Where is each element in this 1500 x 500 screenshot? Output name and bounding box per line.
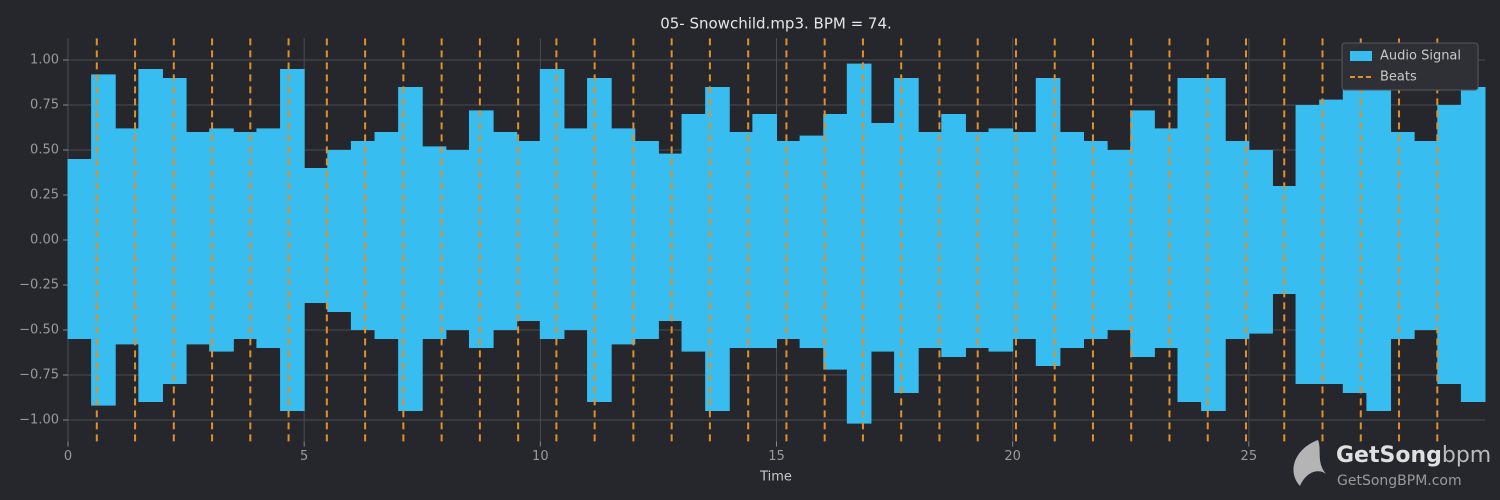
- watermark-brand: GetSongbpm: [1336, 443, 1491, 468]
- waveform-bar: [445, 150, 470, 330]
- y-tick-label: 0.50: [30, 143, 59, 158]
- legend: Audio Signal Beats: [1341, 42, 1479, 91]
- waveform-bar: [1035, 78, 1061, 366]
- waveform-bar: [280, 69, 305, 411]
- waveform-bar: [1295, 105, 1321, 384]
- waveform-bar: [1342, 87, 1368, 393]
- watermark-brand-text: GetSong: [1336, 443, 1442, 468]
- waveform-bar: [1177, 78, 1203, 402]
- y-tick-label: −0.75: [19, 368, 59, 383]
- waveform-bar: [681, 114, 707, 352]
- x-tick-label: 25: [1241, 449, 1258, 464]
- waveform-bar: [539, 69, 565, 339]
- chart-title: 05- Snowchild.mp3. BPM = 74.: [660, 15, 892, 33]
- waveform-bar: [67, 159, 93, 339]
- waveform-bar: [185, 132, 211, 345]
- waveform-bar: [350, 141, 376, 330]
- waveform-bar: [1366, 78, 1392, 411]
- legend-swatch: [1350, 51, 1372, 61]
- legend-label: Beats: [1380, 70, 1417, 85]
- waveform-bar: [209, 128, 234, 352]
- waveform-bar: [1201, 78, 1226, 411]
- waveform-bar: [917, 132, 943, 348]
- axes: −1.00 −0.75 −0.50 −0.25 0.00 0.25 0.50 0.75 1.00…: [19, 53, 1257, 465]
- y-tick-label: 0.00: [30, 233, 59, 248]
- waveform-bar: [964, 132, 990, 348]
- y-tick-label: −0.50: [19, 323, 59, 338]
- waveform-bar: [705, 87, 730, 411]
- waveform-bar: [988, 128, 1014, 352]
- waveform-bar: [563, 128, 589, 330]
- y-tick-label: −0.25: [19, 278, 59, 293]
- waveform-bar: [1271, 186, 1297, 294]
- waveform-bar: [232, 132, 258, 339]
- waveform-bar: [941, 114, 966, 357]
- watermark: GetSongbpm GetSongBPM.com: [1293, 440, 1491, 489]
- waveform-bar: [91, 74, 116, 406]
- waveform-bar: [421, 146, 447, 339]
- x-tick-label: 10: [532, 449, 549, 464]
- waveform-bar: [799, 135, 825, 348]
- waveform-bar: [374, 132, 400, 339]
- legend-label: Audio Signal: [1380, 49, 1461, 64]
- waveform-bar: [398, 87, 423, 411]
- watermark-logo: [1293, 440, 1326, 486]
- waveform-bar: [1106, 150, 1132, 330]
- waveform-bar: [256, 128, 282, 348]
- waveform-bar: [657, 153, 683, 321]
- x-axis-label: Time: [759, 470, 792, 485]
- waveform-bar: [1248, 150, 1273, 334]
- waveform-bar: [894, 78, 919, 393]
- waveform-bar: [587, 78, 612, 402]
- waveform-bar: [870, 123, 896, 352]
- waveform-bar: [1460, 87, 1486, 402]
- waveform-bar: [1437, 105, 1462, 384]
- legend-box: [1341, 42, 1479, 91]
- waveform-bar: [1413, 141, 1439, 330]
- x-tick-label: 20: [1004, 449, 1021, 464]
- y-tick-label: 0.25: [30, 188, 59, 203]
- waveform-bar: [823, 114, 848, 370]
- waveform-bar: [303, 168, 329, 303]
- waveform-bar: [138, 69, 163, 402]
- waveform-bar: [1059, 132, 1085, 348]
- waveform-bar: [752, 114, 777, 348]
- waveform-bar: [610, 128, 636, 345]
- watermark-url: GetSongBPM.com: [1337, 473, 1462, 489]
- x-tick-label: 15: [768, 449, 785, 464]
- y-tick-label: 1.00: [30, 53, 59, 68]
- waveform-bar: [1153, 128, 1179, 348]
- plot-area: [67, 38, 1486, 442]
- x-tick-label: 5: [300, 449, 308, 464]
- y-tick-label: −1.00: [19, 413, 59, 428]
- x-tick-label: 0: [64, 449, 72, 464]
- waveform-bar: [1130, 110, 1155, 358]
- waveform-bar: [468, 110, 494, 349]
- watermark-brand-suffix: bpm: [1442, 443, 1491, 468]
- waveform-bar: [516, 141, 541, 321]
- waveform-bar: [728, 132, 754, 348]
- waveform-bar: [634, 141, 659, 339]
- waveform-bar: [846, 63, 872, 424]
- waveform-bar: [776, 141, 801, 339]
- y-tick-label: 0.75: [30, 98, 59, 113]
- waveform-bar: [492, 132, 518, 330]
- waveform-bar: [1083, 141, 1108, 339]
- waveform-bar: [327, 150, 352, 312]
- waveform-bar: [1390, 132, 1415, 339]
